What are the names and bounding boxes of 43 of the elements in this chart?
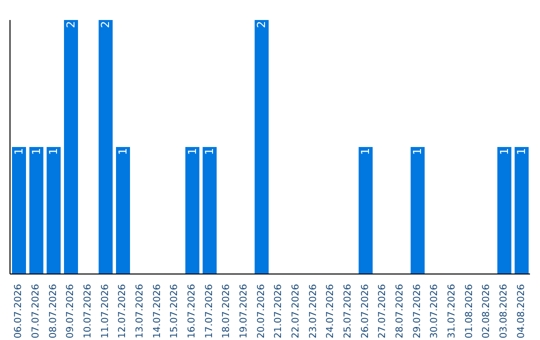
x-tick-label: 23.07.2026 <box>308 284 319 338</box>
x-tick-label: 03.08.2026 <box>498 284 510 338</box>
data-label: 1 <box>203 148 216 155</box>
data-label: 1 <box>498 148 511 155</box>
x-tick-label: 27.07.2026 <box>377 284 388 338</box>
x-tick-label: 15.07.2026 <box>169 284 180 338</box>
x-tick-label: 29.07.2026 <box>412 284 423 338</box>
x-tick-label: 20.07.2026 <box>256 284 267 338</box>
x-tick-label: 12.07.2026 <box>117 284 128 338</box>
x-tick-label: 08.07.2026 <box>48 284 59 338</box>
x-tick-label: 01.08.2026 <box>464 284 475 338</box>
x-tick-label: 06.07.2026 <box>13 284 24 338</box>
x-tick-label: 11.07.2026 <box>100 284 111 338</box>
x-tick-label: 16.07.2026 <box>186 284 198 338</box>
x-tick-label: 28.07.2026 <box>394 284 406 338</box>
x-tick-label: 02.08.2026 <box>481 284 492 338</box>
data-label: 1 <box>359 148 372 155</box>
x-tick-label: 13.07.2026 <box>134 284 146 338</box>
data-label: 1 <box>47 148 60 155</box>
data-label: 1 <box>116 148 130 155</box>
data-label: 1 <box>12 148 26 155</box>
x-tick-label: 09.07.2026 <box>65 284 76 338</box>
x-tick-label: 31.07.2026 <box>446 284 458 338</box>
data-label: 1 <box>515 148 528 155</box>
x-tick-label: 14.07.2026 <box>152 284 163 338</box>
x-tick-label: 10.07.2026 <box>82 284 94 338</box>
x-tick-label: 04.08.2026 <box>516 284 527 338</box>
data-label: 1 <box>186 148 199 155</box>
data-label: 1 <box>411 148 424 155</box>
data-label: 1 <box>30 148 43 155</box>
data-label: 2 <box>255 21 268 28</box>
data-label: 2 <box>64 21 78 28</box>
x-tick-label: 30.07.2026 <box>429 284 440 338</box>
x-tick-label: 21.07.2026 <box>273 284 284 338</box>
x-tick-label: 22.07.2026 <box>290 284 302 338</box>
x-tick-label: 24.07.2026 <box>325 284 336 338</box>
x-tick-label: 17.07.2026 <box>204 284 215 338</box>
x-tick-label: 19.07.2026 <box>238 284 250 338</box>
x-tick-label: 26.07.2026 <box>360 284 371 338</box>
x-tick-label: 18.07.2026 <box>221 284 232 338</box>
x-tick-label: 25.07.2026 <box>342 284 354 338</box>
data-label: 2 <box>99 21 112 28</box>
x-tick-label: 07.07.2026 <box>30 284 42 338</box>
